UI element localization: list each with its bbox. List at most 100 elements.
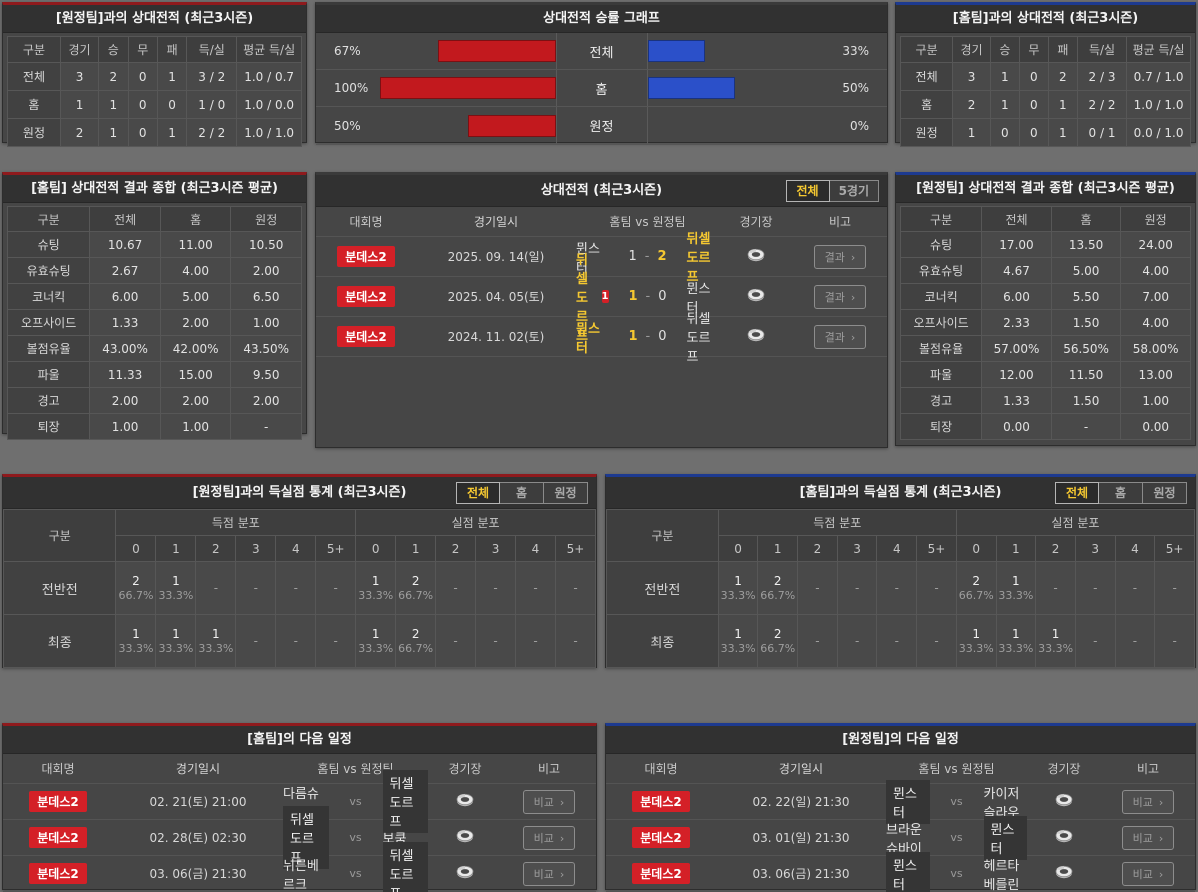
chevron-right-icon: › (850, 330, 856, 344)
bin-header: 3 (475, 535, 517, 562)
away-team-side: 뮌스터 (983, 815, 1027, 860)
column-header: 득/실 (186, 36, 238, 63)
away-team-name: 뒤셀도르프 (382, 770, 428, 833)
result-button[interactable]: 결과 › (813, 324, 867, 349)
cell-value: 9.50 (230, 361, 302, 388)
goal-count: 2 (411, 626, 420, 641)
result-button[interactable]: 결과 › (813, 284, 867, 309)
table-row: 전체 3 1 0 2 2 / 3 0.7 / 1.0 (899, 62, 1191, 91)
compare-button[interactable]: 비교 › (522, 789, 576, 814)
cell-value: 11.00 (159, 231, 232, 258)
scored-cell: - (315, 614, 357, 668)
away-bar-area (648, 107, 824, 144)
panel-title: [원정팀]과의 상대전적 (최근3시즌) (3, 5, 306, 33)
panel-away-schedule: [원정팀]의 다음 일정 대회명 경기일시 홈팀 vs 원정팀 경기장 비고 분데스2 02… (605, 723, 1196, 892)
panel-home-h2h-record: [홈팀]과의 상대전적 (최근3시즌) 구분 경기 승 무 패 득/실 평균 득/실 전체 3 1… (895, 2, 1196, 147)
cell-value: 57.00% (981, 335, 1052, 362)
note-cell: 비교 › (502, 861, 596, 886)
compare-button[interactable]: 비교 › (1121, 861, 1175, 886)
toggle-selected[interactable]: 전체 (785, 179, 830, 202)
conceded-cell: 1 33.3% (355, 614, 397, 668)
teams-cell: 뮌스터 1-2 뒤셀도르프 (576, 228, 719, 285)
empty-value: - (1132, 581, 1138, 595)
cell-value: 4.00 (159, 257, 232, 284)
schedule-row: 분데스2 03. 01(일) 21:30 브라운슈바이 vs 뮌스터 비교 › (606, 815, 1195, 860)
goal-percentage: 66.7% (118, 588, 154, 602)
result-button-label: 결과 (824, 290, 845, 304)
toggle-option[interactable]: 원정 (544, 481, 588, 504)
stadium-icon[interactable] (745, 328, 767, 346)
table-row: 볼점유율 57.00% 56.50% 58.00% (899, 335, 1191, 362)
scored-cell: - (195, 561, 237, 615)
stadium-icon[interactable] (1053, 829, 1075, 847)
home-score: 1 (628, 329, 638, 344)
goal-count: 1 (212, 626, 220, 641)
row-label: 유효슈팅 (6, 257, 91, 284)
table-body: 전체 3 1 0 2 2 / 3 0.7 / 1.0 홈 2 1 0 1 2 / 2 1.0 / 1.0 원… (899, 62, 1191, 147)
toggle-option[interactable]: 홈 (500, 481, 544, 504)
cell-value: 10.67 (89, 231, 161, 258)
column-header: 경기 (952, 36, 991, 63)
stadium-icon[interactable] (1053, 793, 1075, 811)
row-label: 원정 (899, 118, 954, 147)
compare-button[interactable]: 비교 › (522, 825, 576, 850)
empty-value: - (293, 634, 298, 648)
teams-cell: 뮌스터 vs 헤르타베를린 (886, 851, 1027, 892)
winrate-row: 67% 전체 33% (316, 33, 887, 70)
goal-count: 1 (972, 626, 980, 641)
cell-value: 17.00 (981, 231, 1052, 258)
stadium-icon[interactable] (745, 288, 767, 306)
scored-cell: 2 66.7% (115, 561, 157, 615)
compare-button-label: 비교 (533, 867, 554, 881)
winrate-row-label: 원정 (555, 107, 648, 144)
empty-value: - (1093, 634, 1098, 648)
conceded-cell: 2 66.7% (955, 561, 997, 615)
scored-cell: 1 33.3% (717, 561, 759, 615)
stadium-icon[interactable] (454, 793, 476, 811)
schedule-header: 대회명 경기일시 홈팀 vs 원정팀 경기장 비고 (3, 754, 596, 784)
empty-value: - (333, 581, 338, 595)
result-button[interactable]: 결과 › (813, 244, 867, 269)
chevron-right-icon: › (559, 867, 565, 881)
note-cell: 비교 › (502, 825, 596, 850)
compare-button[interactable]: 비교 › (1121, 789, 1175, 814)
toggle-option[interactable]: 홈 (1099, 481, 1143, 504)
note-cell: 비교 › (1101, 825, 1195, 850)
goal-percentage: 66.7% (760, 588, 796, 602)
table-row: 오프사이드 1.33 2.00 1.00 (6, 309, 302, 336)
panel-title: [홈팀]과의 상대전적 (최근3시즌) (896, 5, 1195, 33)
row-label: 전반전 (2, 561, 117, 615)
toggle-selected[interactable]: 전체 (1055, 481, 1099, 504)
cell-value: 2.00 (159, 387, 232, 414)
empty-value: - (493, 634, 498, 648)
compare-button[interactable]: 비교 › (522, 861, 576, 886)
stadium-icon[interactable] (454, 865, 476, 883)
cell-value: 13.50 (1050, 231, 1122, 258)
goals-filter-toggle: 전체 홈 원정 (456, 481, 588, 504)
table-row: 전체 3 2 0 1 3 / 2 1.0 / 0.7 (7, 62, 302, 91)
goal-count: 2 (132, 573, 140, 588)
empty-value: - (533, 581, 538, 595)
compare-button[interactable]: 비교 › (1121, 825, 1175, 850)
cell-value: 6.00 (89, 283, 161, 310)
stadium-icon[interactable] (1053, 865, 1075, 883)
stadium-icon[interactable] (745, 248, 767, 266)
column-header: 승 (98, 36, 129, 63)
toggle-option[interactable]: 5경기 (829, 179, 879, 202)
row-label: 슈팅 (899, 231, 983, 258)
panel-goals-vs-away: [원정팀]과의 득실점 통계 (최근3시즌) 전체 홈 원정 구분 득점 분포 실점 분… (2, 474, 597, 668)
league-cell: 분데스2 (316, 326, 416, 347)
row-label: 볼점유율 (899, 335, 983, 362)
cell-value: 0.00 (981, 413, 1052, 440)
stadium-icon[interactable] (454, 829, 476, 847)
away-team-side: 뮌스터 (687, 278, 720, 316)
toggle-selected[interactable]: 전체 (456, 481, 500, 504)
table-row: 전반전 1 33.3% 2 66.7% - - - -2 66.7% 1 33.3% - - - - (606, 561, 1195, 615)
empty-value: - (533, 634, 538, 648)
toggle-option[interactable]: 원정 (1143, 481, 1187, 504)
column-header: 패 (156, 36, 188, 63)
column-header: 구분 (899, 36, 954, 63)
empty-value: - (573, 581, 578, 595)
match-date: 02. 28(토) 02:30 (149, 831, 247, 845)
